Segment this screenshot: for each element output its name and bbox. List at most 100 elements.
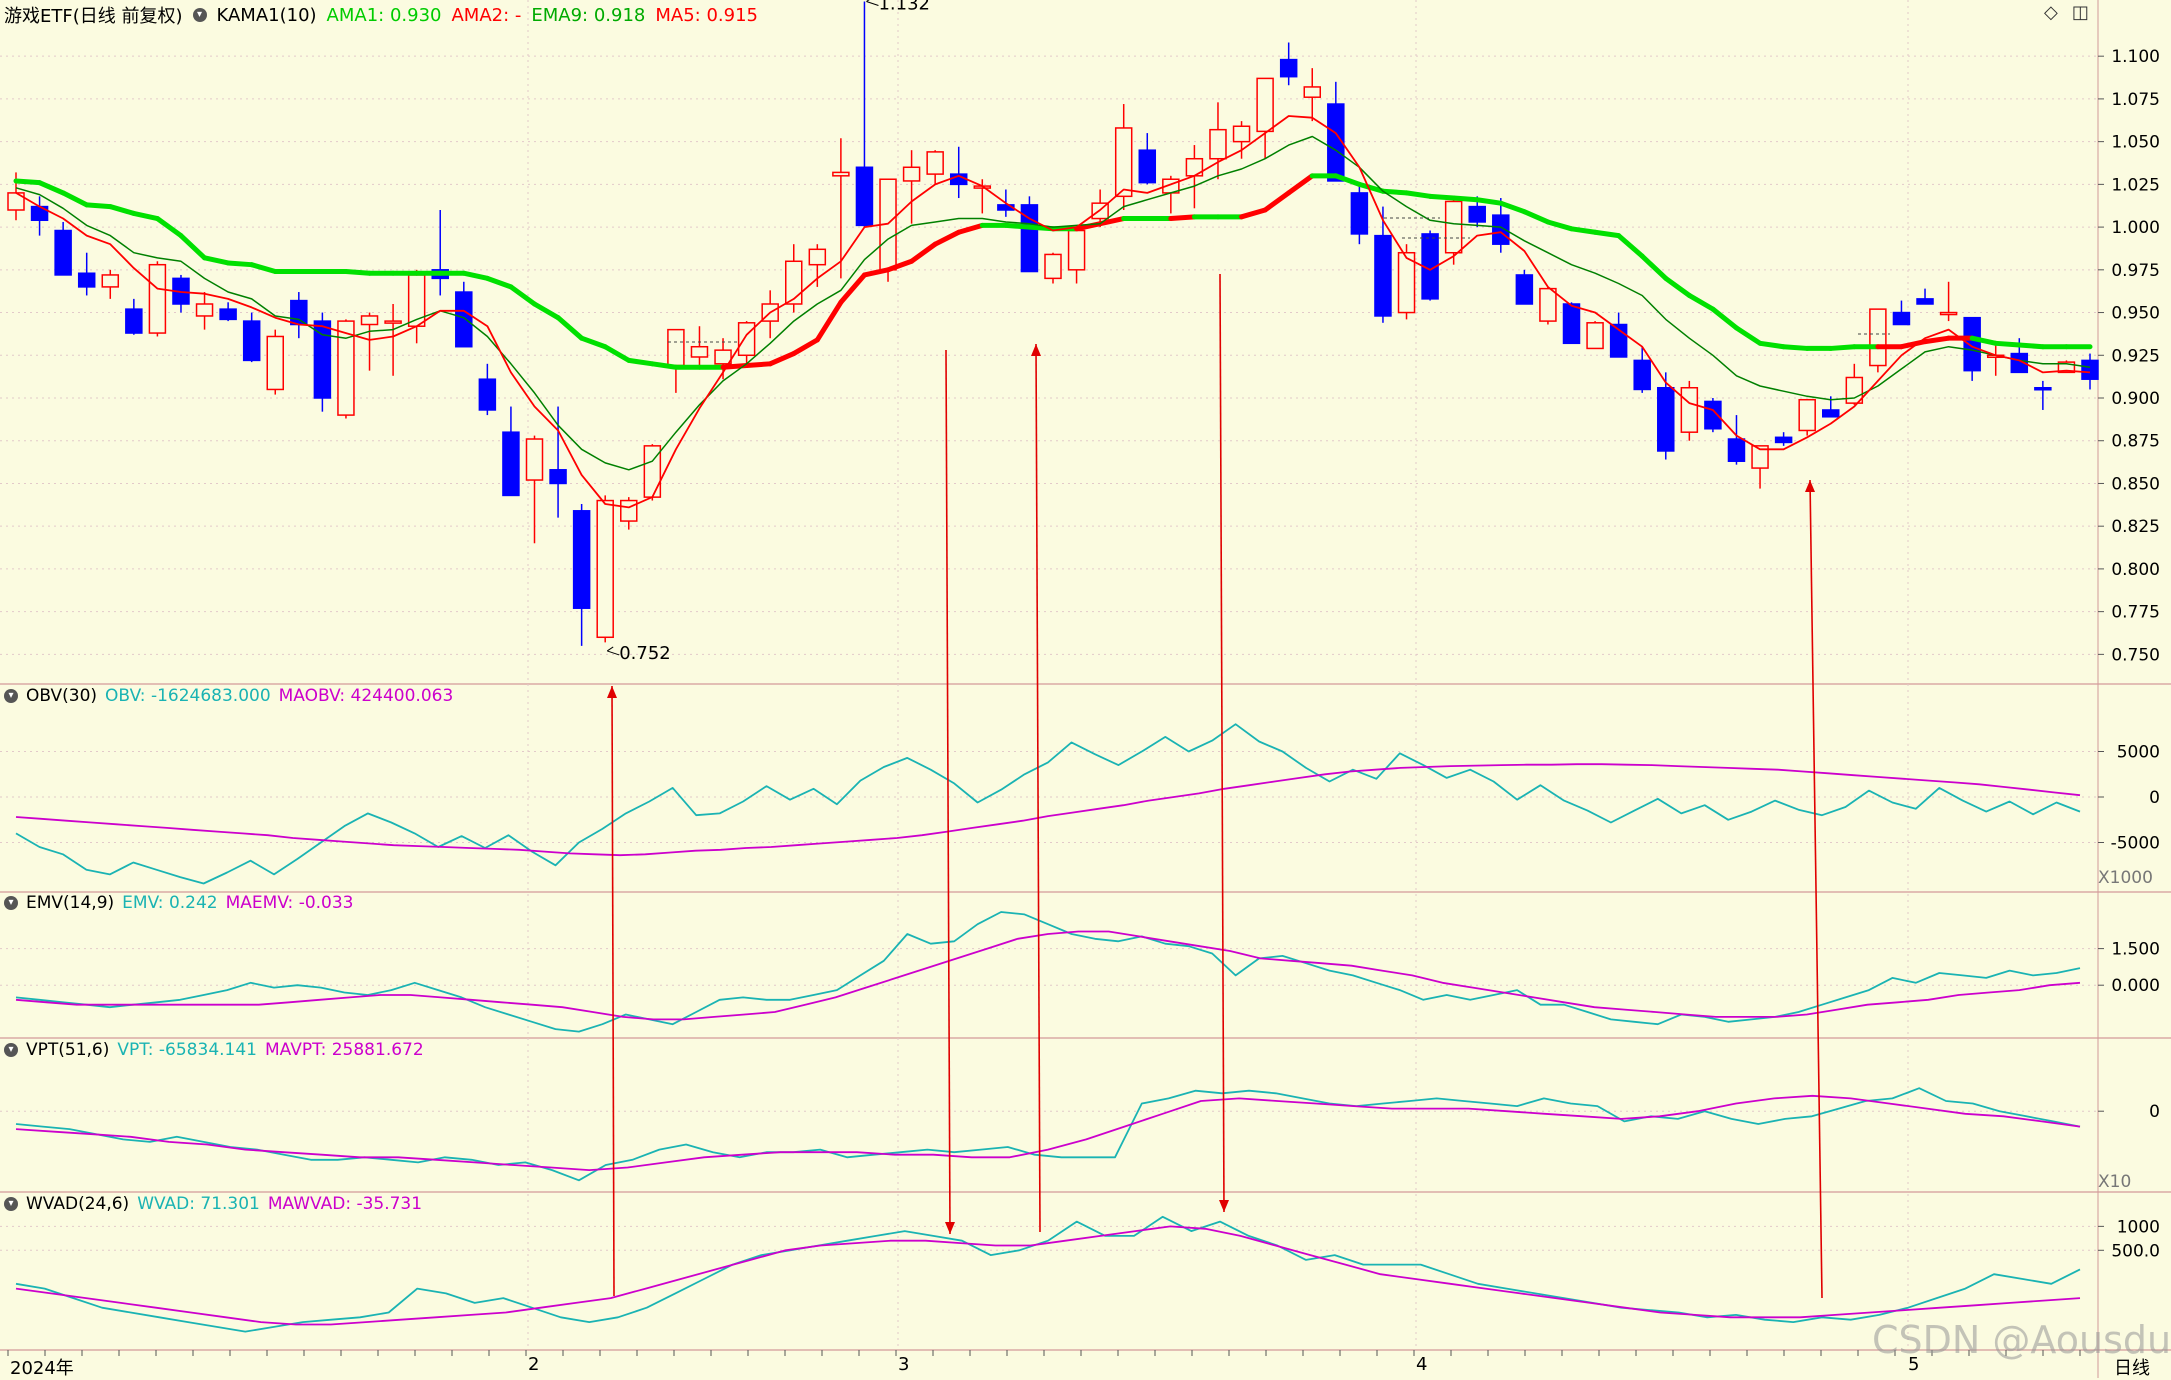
candle-down <box>1822 409 1840 418</box>
ama1-line-segment <box>484 275 514 290</box>
annotation-arrow-icon <box>606 646 620 656</box>
ama1-line-segment <box>814 299 844 343</box>
candle-up <box>266 335 284 391</box>
candle-up <box>785 260 803 305</box>
ama1-line-segment <box>131 210 160 222</box>
candle-down <box>1468 205 1486 223</box>
annotation-arrow-head-icon <box>1031 344 1041 356</box>
extreme-price-label: 1.132 <box>878 0 930 14</box>
obv-ma-line <box>15 763 2081 857</box>
y-tick-label: 0.925 <box>2111 346 2160 366</box>
diamond-icon[interactable]: ◇ <box>2044 2 2058 23</box>
maemv-value: MAEMV: -0.033 <box>225 893 354 913</box>
y-tick-label: 1.050 <box>2111 133 2160 153</box>
candle-up <box>926 151 944 175</box>
ama1-line-segment <box>1474 197 1504 206</box>
annotation-arrow-head-icon <box>945 1222 955 1234</box>
candle-up <box>620 499 638 522</box>
wvad-header: ▾ WVAD(24,6) WVAD: 71.301 MAWVAD: -35.73… <box>4 1194 422 1214</box>
window-icon[interactable]: ◫ <box>2071 2 2089 23</box>
ama1-line-segment <box>602 344 632 363</box>
maobv-value: MAOBV: 424400.063 <box>278 686 454 706</box>
x-axis-label-4: 5 <box>1908 1354 1920 1375</box>
obv-title: OBV(30) <box>26 686 98 706</box>
annotation-arrow-line <box>1035 343 1041 1233</box>
wvad-title: WVAD(24,6) <box>26 1194 130 1214</box>
x-axis-label-3: 4 <box>1416 1354 1428 1375</box>
candle-up <box>1939 311 1958 316</box>
ama2-value: AMA2: - <box>451 4 522 26</box>
candle-up <box>1067 229 1086 271</box>
y-tick-label: 0.775 <box>2111 603 2160 623</box>
candle-up <box>148 263 167 334</box>
candle-down <box>478 378 497 411</box>
y-tick-label: -5000 <box>2111 834 2160 854</box>
candle-down <box>1774 436 1793 444</box>
candle-down <box>1963 316 1981 372</box>
candle-down <box>1374 234 1392 317</box>
ama1-line-segment <box>249 262 278 275</box>
annotation-arrow-line <box>611 685 615 1297</box>
candle-up <box>1680 386 1699 433</box>
ama1-line-segment <box>1922 335 1952 345</box>
y-tick-label: 1.100 <box>2111 47 2160 67</box>
candle-up <box>1444 200 1463 254</box>
ama1-line-segment <box>107 204 137 216</box>
ama1-line-segment <box>1757 340 1787 350</box>
ama1-line-segment <box>1333 173 1362 187</box>
period-label[interactable]: 日线 <box>2114 1358 2150 1379</box>
candle-up <box>1114 127 1133 198</box>
candle-down <box>2034 386 2052 391</box>
annotation-arrow-line <box>945 349 951 1235</box>
candle-down <box>1892 311 1911 326</box>
y-tick-label: 0.825 <box>2111 517 2160 537</box>
candle-down <box>1562 303 1581 345</box>
ama1-line-segment <box>2016 342 2046 350</box>
candle-up <box>902 166 921 182</box>
ama1-line-segment <box>1592 229 1622 239</box>
y-tick-label: 0.875 <box>2111 432 2160 452</box>
ama1-line-segment <box>343 269 373 276</box>
ama1-line-segment <box>1733 325 1763 346</box>
candle-up <box>1798 398 1816 432</box>
collapse-toggle-icon[interactable]: ▾ <box>192 8 207 22</box>
candle-down <box>502 431 520 497</box>
ama1-line-segment <box>1451 195 1480 203</box>
candle-down <box>2081 359 2099 380</box>
collapse-toggle-icon[interactable]: ▾ <box>4 1043 18 1057</box>
y-tick-label: 0.850 <box>2111 474 2160 494</box>
candle-down <box>1916 298 1934 305</box>
annotation-arrow-head-icon <box>1805 480 1815 492</box>
ama1-line-segment <box>838 272 867 305</box>
ama1-line-segment <box>532 301 561 321</box>
candle-down <box>313 320 332 399</box>
y-tick-label: 1000 <box>2117 1217 2160 1237</box>
candle-down <box>219 308 237 321</box>
candle-up <box>1232 125 1251 143</box>
candle-down <box>1138 149 1157 184</box>
collapse-toggle-icon[interactable]: ▾ <box>4 689 18 703</box>
emv-line <box>15 911 2081 1033</box>
ama1-line-segment <box>626 357 655 367</box>
watermark: CSDN @Aousdu <box>1872 1318 2171 1362</box>
ama1-line-segment <box>1498 200 1527 215</box>
candle-up <box>2057 361 2076 374</box>
candle-down <box>1515 274 1534 305</box>
collapse-toggle-icon[interactable]: ▾ <box>4 896 18 910</box>
y-tick-label: 1.500 <box>2111 940 2160 960</box>
collapse-toggle-icon[interactable]: ▾ <box>4 1197 18 1211</box>
vpt-value: VPT: -65834.141 <box>117 1040 257 1060</box>
candle-down <box>1657 386 1675 452</box>
annotation-arrow-head-icon <box>607 686 617 698</box>
emv-header: ▾ EMV(14,9) EMV: 0.242 MAEMV: -0.033 <box>4 893 354 913</box>
candle-up <box>808 248 827 266</box>
candle-up <box>1397 251 1416 314</box>
y-tick-label: 0.800 <box>2111 560 2160 580</box>
y-tick-label: 5000 <box>2117 743 2160 763</box>
candle-down <box>1492 214 1510 245</box>
emv-ma-line <box>15 930 2081 1021</box>
ama1-line-segment <box>1097 216 1127 227</box>
y-tick-label: 0 <box>2149 788 2160 808</box>
